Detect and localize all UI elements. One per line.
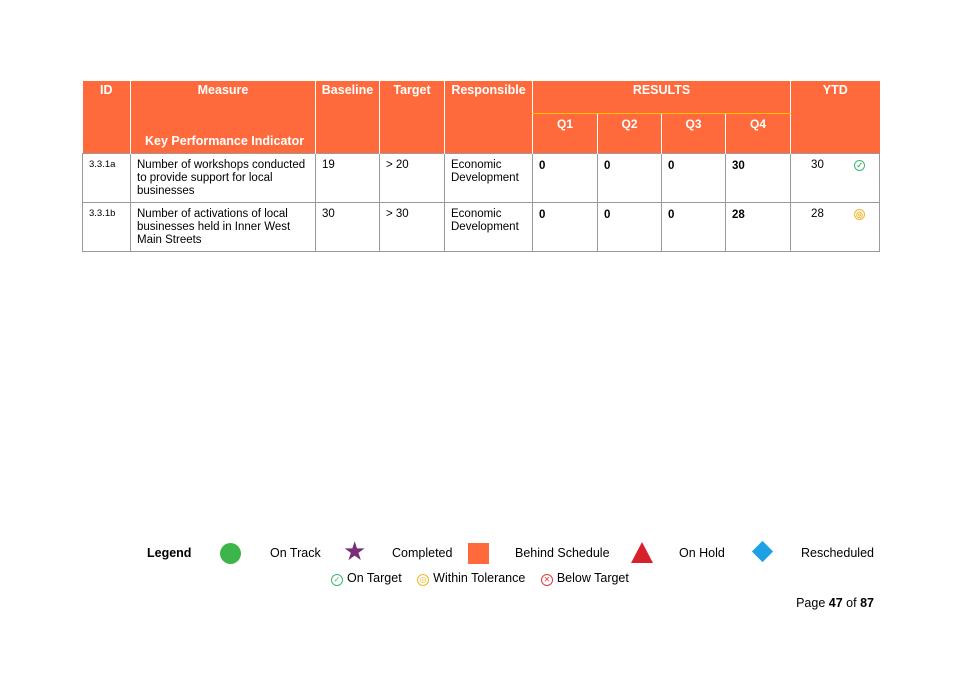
table-row: 3.3.1a Number of workshops conducted to … xyxy=(82,152,881,203)
header-measure: Measure xyxy=(130,81,316,113)
row-responsible: Economic Development xyxy=(444,152,533,203)
header-blank xyxy=(130,113,316,131)
header-blank xyxy=(82,113,131,131)
page-number: Page 47 of 87 xyxy=(796,596,874,610)
header-id: ID xyxy=(82,81,131,113)
tolerance-legend: ✓ On Target ◎ Within Tolerance ✕ Below Targ… xyxy=(331,571,641,586)
page-total: 87 xyxy=(860,596,874,610)
header-blank xyxy=(790,113,880,131)
row-ytd-value: 30 xyxy=(811,158,824,171)
header-blank xyxy=(379,113,445,131)
header-baseline: Baseline xyxy=(315,81,380,113)
on-target-icon: ✓ xyxy=(854,159,866,171)
row-id: 3.3.1b xyxy=(82,201,131,252)
legend-within-tolerance: Within Tolerance xyxy=(433,571,526,585)
table-row: 3.3.1b Number of activations of local bu… xyxy=(82,201,881,252)
kpi-table: ID Measure Baseline Target Responsible R… xyxy=(82,81,881,252)
row-measure: Number of workshops conducted to provide… xyxy=(130,152,316,203)
row-responsible: Economic Development xyxy=(444,201,533,252)
row-q4: 28 xyxy=(724,201,792,252)
header-q3: Q3 xyxy=(661,113,726,131)
header-blank xyxy=(315,130,380,153)
row-q3: 0 xyxy=(661,152,726,203)
row-id: 3.3.1a xyxy=(82,152,131,203)
legend-rescheduled: Rescheduled xyxy=(801,546,874,560)
kpi-header-row: Key Performance Indicator xyxy=(82,130,880,153)
header-results: RESULTS xyxy=(531,81,791,114)
row-baseline: 30 xyxy=(315,201,380,252)
on-track-circle-icon xyxy=(220,543,241,564)
row-q1: 0 xyxy=(532,201,598,252)
below-target-icon: ✕ xyxy=(540,574,553,586)
row-ytd-value: 28 xyxy=(811,207,824,220)
header-blank xyxy=(315,113,380,131)
completed-star-icon: ★ xyxy=(343,536,367,566)
header-target: Target xyxy=(379,81,445,113)
header-blank xyxy=(444,113,533,131)
row-measure: Number of activations of local businesse… xyxy=(130,201,316,252)
quarter-header-row: Q1 Q2 Q3 Q4 xyxy=(82,113,880,131)
row-q4: 30 xyxy=(724,152,792,203)
legend-below-target: Below Target xyxy=(556,571,629,585)
page-prefix: Page xyxy=(796,596,826,610)
page-of: of xyxy=(846,596,857,610)
header-row: ID Measure Baseline Target Responsible R… xyxy=(82,81,880,114)
header-blank xyxy=(661,130,726,153)
row-q2: 0 xyxy=(597,152,662,203)
legend-behind-schedule: Behind Schedule xyxy=(515,546,610,560)
header-blank xyxy=(597,130,662,153)
legend-title: Legend xyxy=(147,546,192,560)
within-tolerance-icon: ◎ xyxy=(417,574,430,586)
header-ytd: YTD xyxy=(790,81,880,113)
legend: Legend On Track ★ Completed Behind Sched… xyxy=(0,538,955,598)
within-tolerance-icon: ◎ xyxy=(854,208,866,220)
row-q1: 0 xyxy=(532,152,598,203)
row-q3: 0 xyxy=(661,201,726,252)
row-target: > 30 xyxy=(379,201,445,252)
on-target-icon: ✓ xyxy=(331,574,343,586)
rescheduled-diamond-icon xyxy=(751,540,774,563)
header-blank xyxy=(790,130,880,153)
legend-on-track: On Track xyxy=(270,546,321,560)
header-q4: Q4 xyxy=(724,113,791,131)
row-baseline: 19 xyxy=(315,152,380,203)
header-blank xyxy=(82,130,131,153)
header-blank xyxy=(379,130,445,153)
header-blank xyxy=(444,130,533,153)
header-blank xyxy=(724,130,791,153)
header-responsible: Responsible xyxy=(444,81,533,113)
legend-completed: Completed xyxy=(392,546,453,560)
header-blank xyxy=(532,130,598,153)
page-current: 47 xyxy=(828,596,843,610)
behind-schedule-square-icon xyxy=(468,543,489,564)
row-q2: 0 xyxy=(597,201,662,252)
header-q1: Q1 xyxy=(532,113,598,131)
header-q2: Q2 xyxy=(597,113,662,131)
row-ytd: 30 ✓ xyxy=(790,152,881,203)
legend-on-hold: On Hold xyxy=(679,546,725,560)
header-kpi: Key Performance Indicator xyxy=(130,130,316,153)
legend-on-target: On Target xyxy=(347,571,402,585)
on-hold-triangle-icon xyxy=(631,542,653,563)
row-target: > 20 xyxy=(379,152,445,203)
row-ytd: 28 ◎ xyxy=(790,201,881,252)
